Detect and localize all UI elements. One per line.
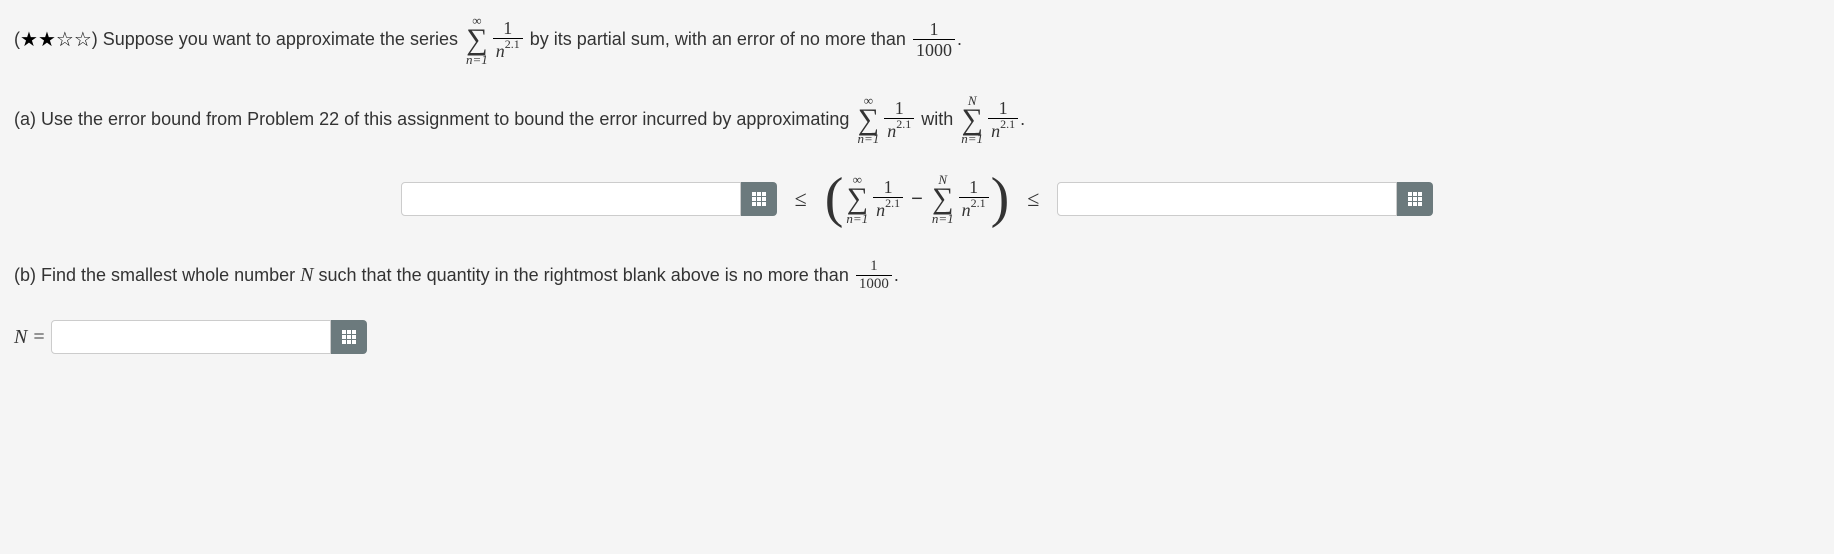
diff-left-sum: ∞ ∑ n=1 1 n2.1 <box>843 173 905 225</box>
sum-symbol: N ∑ n=1 <box>932 173 954 225</box>
leq-1: ≤ <box>795 182 807 215</box>
sum-symbol: ∞ ∑ n=1 <box>846 173 868 225</box>
diff-right-term: 1 n2.1 <box>959 178 989 219</box>
series-term: 1 n2.1 <box>493 19 523 60</box>
keypad-button[interactable] <box>1397 182 1433 216</box>
series-term: 1 n2.1 <box>884 99 914 140</box>
tol-small-frac: 1 1000 <box>856 259 892 292</box>
series-term: 1 n2.1 <box>988 99 1018 140</box>
keypad-icon <box>341 329 357 345</box>
keypad-button[interactable] <box>741 182 777 216</box>
part-b-label: (b) <box>14 262 36 289</box>
star-empty-icon: ☆ <box>56 25 74 55</box>
part-a-statement: (a) Use the error bound from Problem 22 … <box>14 94 1820 146</box>
var-N: N <box>300 260 313 290</box>
star-filled-icon: ★ <box>20 25 38 55</box>
keypad-button[interactable] <box>331 320 367 354</box>
lower-bound-input[interactable] <box>401 182 741 216</box>
part-b-statement: (b) Find the smallest whole number N suc… <box>14 259 1820 292</box>
answer-row: N = <box>14 320 1820 354</box>
tolerance-frac: 1 1000 <box>913 20 955 59</box>
series-main: ∞ ∑ n=1 1 n2.1 <box>463 14 525 66</box>
n-value-input[interactable] <box>51 320 331 354</box>
keypad-icon <box>751 191 767 207</box>
equals-sign: = <box>33 322 44 352</box>
part-b-text2: such that the quantity in the rightmost … <box>319 262 849 289</box>
with-text: with <box>921 106 953 133</box>
upper-bound-group <box>1057 182 1433 216</box>
minus-sign: − <box>911 184 923 214</box>
part-a-label: (a) <box>14 106 36 133</box>
series-infinite: ∞ ∑ n=1 1 n2.1 <box>854 94 916 146</box>
diff-right-sum: N ∑ n=1 1 n2.1 <box>929 173 991 225</box>
keypad-icon <box>1407 191 1423 207</box>
intro-prefix: Suppose you want to approximate the seri… <box>103 26 458 53</box>
lower-bound-group <box>401 182 777 216</box>
part-a-text: Use the error bound from Problem 22 of t… <box>41 106 849 133</box>
difficulty-stars: (★★☆☆) <box>14 25 103 55</box>
difference-expression: ( ∞ ∑ n=1 1 n2.1 − N ∑ n=1 1 n2.1 <box>825 173 1010 225</box>
star-empty-icon: ☆ <box>74 25 92 55</box>
intro-mid: by its partial sum, with an error of no … <box>530 26 906 53</box>
star-filled-icon: ★ <box>38 25 56 55</box>
series-partial: N ∑ n=1 1 n2.1 <box>958 94 1020 146</box>
problem-intro: (★★☆☆) Suppose you want to approximate t… <box>14 14 1820 66</box>
inequality-row: ≤ ( ∞ ∑ n=1 1 n2.1 − N ∑ n=1 1 <box>14 173 1820 225</box>
leq-2: ≤ <box>1027 182 1039 215</box>
sum-symbol: ∞ ∑ n=1 <box>857 94 879 146</box>
upper-bound-input[interactable] <box>1057 182 1397 216</box>
N-input-group <box>51 320 367 354</box>
answer-N-label: N <box>14 322 27 352</box>
sum-symbol: ∞ ∑ n=1 <box>466 14 488 66</box>
part-b-text1: Find the smallest whole number <box>41 262 295 289</box>
sum-symbol: N ∑ n=1 <box>961 94 983 146</box>
part-b-period: . <box>894 262 899 289</box>
intro-period: . <box>957 26 962 53</box>
part-a-period: . <box>1020 106 1025 133</box>
diff-left-term: 1 n2.1 <box>873 178 903 219</box>
